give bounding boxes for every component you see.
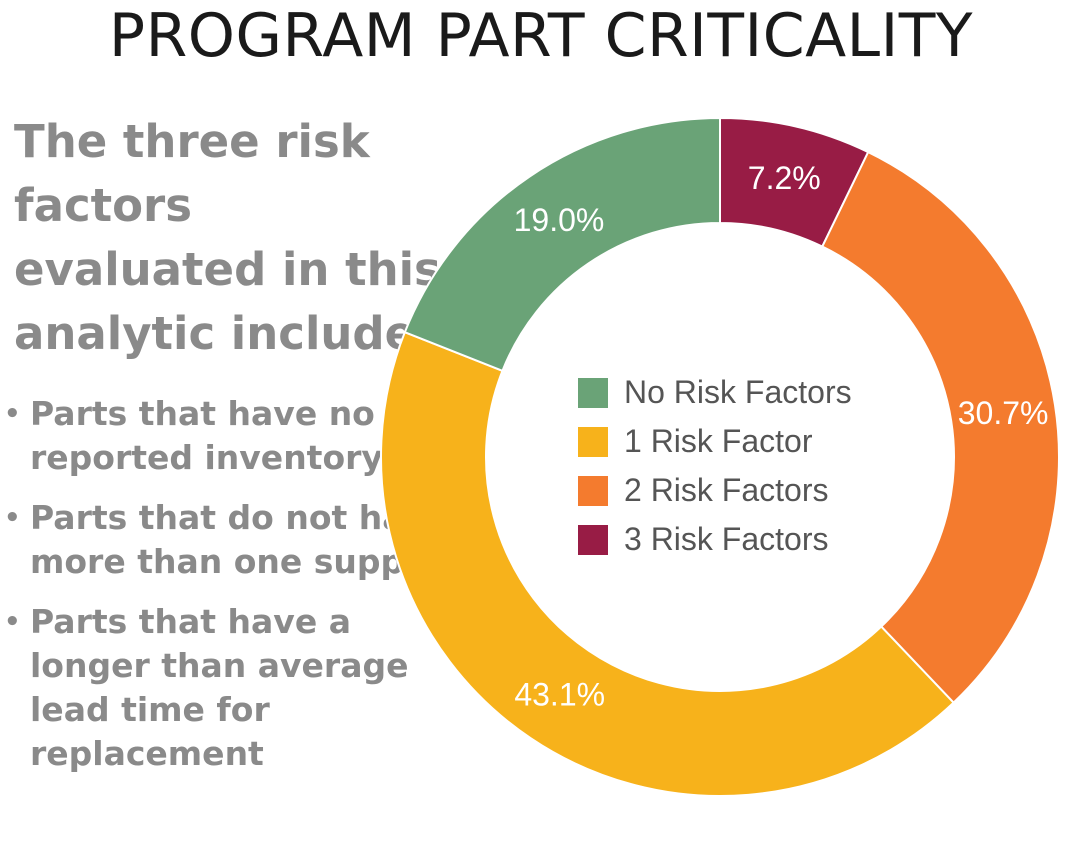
legend-item: 1 Risk Factor: [578, 417, 852, 466]
slice-two-risk: [820, 150, 1060, 705]
intro-text: The three risk factors evaluated in this…: [14, 115, 441, 360]
data-label-two-risk: 30.7%: [958, 395, 1049, 431]
legend-label: 3 Risk Factors: [624, 521, 829, 557]
bullet-icon: •: [4, 607, 21, 637]
legend-swatch: [578, 524, 608, 555]
legend-label: 2 Risk Factors: [624, 472, 829, 508]
legend-item: 3 Risk Factors: [578, 515, 852, 564]
legend-label: No Risk Factors: [624, 374, 852, 410]
risk-factor-text: Parts that have no reported inventory: [30, 394, 383, 477]
slice-one-risk: [380, 330, 956, 797]
legend-swatch: [578, 426, 608, 457]
page-title: PROGRAM PART CRITICALITY: [108, 1, 974, 71]
legend-swatch: [578, 475, 608, 506]
chart-legend: No Risk Factors 1 Risk Factor 2 Risk Fac…: [578, 368, 852, 564]
legend-swatch: [578, 377, 608, 408]
donut-chart: 7.2% 30.7% 43.1% 19.0%: [360, 100, 1082, 851]
data-label-no-risk: 19.0%: [514, 202, 605, 238]
legend-item: 2 Risk Factors: [578, 466, 852, 515]
risk-factor-item: • Parts that have no reported inventory: [0, 392, 470, 480]
data-label-one-risk: 43.1%: [514, 676, 605, 712]
legend-item: No Risk Factors: [578, 368, 852, 417]
donut-chart-svg: 7.2% 30.7% 43.1% 19.0%: [380, 116, 1060, 797]
bullet-icon: •: [4, 503, 21, 533]
risk-factor-item: • Parts that have a longer than average …: [0, 600, 470, 776]
risk-factor-list: • Parts that have no reported inventory …: [0, 392, 470, 792]
data-label-three-risk: 7.2%: [748, 160, 821, 196]
risk-factor-text: Parts that have a longer than average le…: [30, 602, 409, 773]
bullet-icon: •: [4, 399, 21, 429]
legend-label: 1 Risk Factor: [624, 423, 813, 459]
slice-no-risk: [403, 116, 721, 373]
